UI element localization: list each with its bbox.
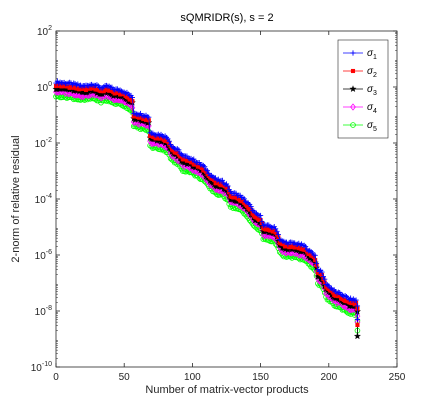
x-axis-ticks: 0 50 100 150 200 250 xyxy=(53,31,406,383)
data-point xyxy=(129,94,135,101)
data-point xyxy=(92,96,99,102)
data-point xyxy=(322,276,328,282)
legend-label: σ1 xyxy=(367,48,377,61)
data-point xyxy=(103,93,110,101)
legend-marker xyxy=(349,85,357,93)
legend-marker xyxy=(350,103,356,111)
data-point xyxy=(111,96,118,104)
data-point xyxy=(241,196,247,202)
legend-entry-4: σ4 xyxy=(343,102,377,115)
data-point xyxy=(62,94,69,100)
y-tick-label: 10-10 xyxy=(31,361,52,374)
data-point xyxy=(79,92,85,101)
x-tick-label: 50 xyxy=(119,372,131,383)
chart-title: sQMRIDR(s), s = 2 xyxy=(180,12,273,24)
data-point xyxy=(192,167,199,175)
legend-entry-3: σ3 xyxy=(343,84,377,97)
data-point xyxy=(319,269,325,275)
data-point xyxy=(53,93,59,100)
data-point xyxy=(166,138,172,144)
data-point xyxy=(275,231,281,238)
x-tick-label: 200 xyxy=(320,372,337,383)
y-tick-label: 10-8 xyxy=(35,305,52,318)
data-point xyxy=(299,252,306,260)
data-point xyxy=(259,219,265,225)
legend-marker xyxy=(350,50,356,56)
data-point xyxy=(103,98,110,104)
y-tick-label: 10-2 xyxy=(35,137,52,150)
series-1 xyxy=(53,78,361,322)
x-tick-label: 0 xyxy=(53,372,59,383)
y-tick-label: 100 xyxy=(37,81,52,94)
data-point xyxy=(216,186,223,195)
data-point xyxy=(149,139,156,147)
legend: σ1 σ2 σ3 σ4 σ5 xyxy=(337,39,389,139)
data-point xyxy=(313,260,320,266)
data-point xyxy=(137,126,144,133)
data-point xyxy=(55,93,62,99)
legend-label: σ5 xyxy=(367,120,377,133)
data-point xyxy=(320,273,326,280)
data-point xyxy=(274,228,280,234)
legend-entry-1: σ1 xyxy=(343,48,377,61)
data-point xyxy=(202,164,208,170)
data-point xyxy=(182,168,189,175)
data-point xyxy=(248,203,254,210)
legend-label: σ4 xyxy=(367,102,377,115)
data-point xyxy=(72,91,79,99)
x-tick-label: 100 xyxy=(184,372,201,383)
x-tick-label: 250 xyxy=(389,372,406,383)
data-point xyxy=(353,297,359,303)
data-point xyxy=(129,104,136,112)
data-point xyxy=(219,177,226,183)
series-group xyxy=(52,78,361,340)
legend-entry-5: σ5 xyxy=(343,120,377,133)
data-point xyxy=(225,183,231,189)
data-point xyxy=(354,303,361,309)
data-point xyxy=(261,232,268,240)
data-point xyxy=(222,195,228,202)
data-point xyxy=(191,156,197,162)
data-point xyxy=(312,252,318,258)
legend-label: σ2 xyxy=(367,66,377,79)
data-point xyxy=(303,243,309,250)
x-axis-label: Number of matrix-vector products xyxy=(145,384,309,396)
y-axis-label: 2-norm of relative residual xyxy=(10,135,22,262)
data-point xyxy=(334,299,340,307)
end-point xyxy=(354,316,361,322)
y-tick-label: 10-4 xyxy=(35,193,52,206)
data-point xyxy=(146,114,152,120)
data-point xyxy=(98,94,104,102)
legend-marker xyxy=(350,68,356,74)
data-point xyxy=(265,237,272,244)
data-point xyxy=(74,90,81,99)
y-axis-ticks: 10-10 10-8 10-6 10-4 10-2 100 102 xyxy=(31,25,397,374)
end-point xyxy=(355,322,360,328)
legend-label: σ3 xyxy=(367,84,377,97)
data-point xyxy=(64,95,70,101)
data-point xyxy=(176,147,182,153)
y-tick-label: 10-6 xyxy=(35,249,52,262)
data-point xyxy=(283,249,290,257)
data-point xyxy=(113,101,119,108)
legend-entry-2: σ2 xyxy=(343,66,377,79)
data-point xyxy=(347,311,354,317)
data-point xyxy=(313,257,318,263)
data-point xyxy=(204,168,211,174)
legend-marker xyxy=(350,122,356,128)
x-tick-label: 150 xyxy=(252,372,269,383)
y-tick-label: 102 xyxy=(37,25,52,38)
end-point xyxy=(353,332,361,340)
data-point xyxy=(258,212,264,219)
